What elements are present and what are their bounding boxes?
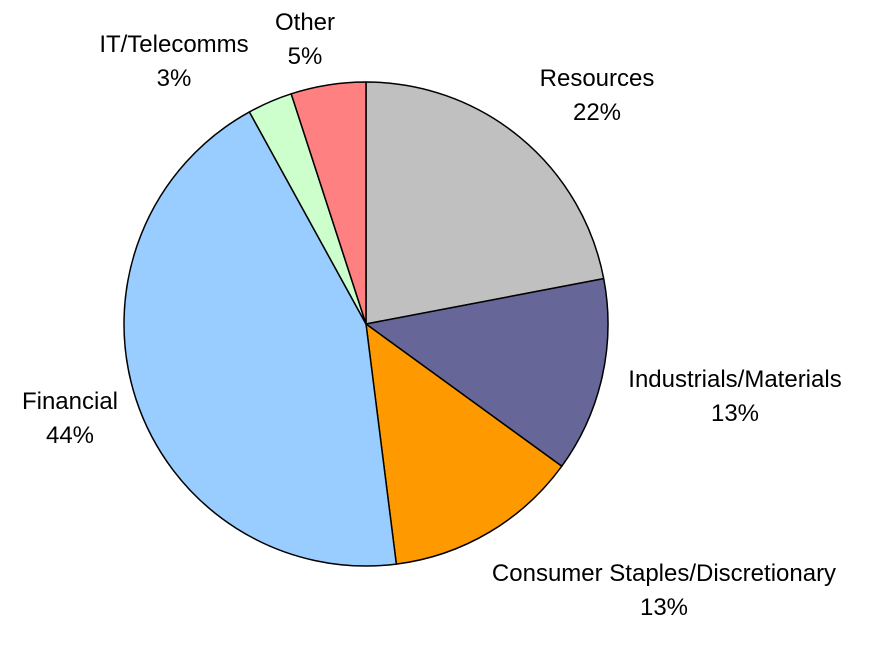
slice-name-consumer-staples-discretionary: Consumer Staples/Discretionary <box>492 560 836 587</box>
slice-percent-industrials-materials: 13% <box>711 400 759 427</box>
pie-slice-financial <box>123 111 398 567</box>
slice-name-other: Other <box>275 9 335 36</box>
slices-layer <box>123 81 609 567</box>
slice-name-resources: Resources <box>540 65 655 92</box>
slice-label-resources: Resources 22% <box>540 65 655 126</box>
pie-slice-consumer-staples-discretionary <box>365 323 563 565</box>
slice-percent-other: 5% <box>288 43 323 70</box>
slice-label-other: Other 5% <box>275 9 335 70</box>
slice-percent-consumer-staples-discretionary: 13% <box>640 594 688 621</box>
labels-layer: Resources 22%Industrials/Materials 13%Cons… <box>22 9 842 621</box>
slice-name-financial: Financial <box>22 388 118 415</box>
slice-percent-financial: 44% <box>46 422 94 449</box>
slice-name-industrials-materials: Industrials/Materials <box>628 366 841 393</box>
slice-name-it-telecomms: IT/Telecomms <box>99 31 248 58</box>
slice-percent-it-telecomms: 3% <box>157 65 192 92</box>
slice-label-industrials-materials: Industrials/Materials 13% <box>628 366 841 427</box>
slice-label-consumer-staples-discretionary: Consumer Staples/Discretionary 13% <box>492 560 836 621</box>
pie-slice-industrials-materials <box>365 277 609 467</box>
pie-slice-resources <box>365 81 605 325</box>
slice-percent-resources: 22% <box>573 99 621 126</box>
slice-label-financial: Financial 44% <box>22 388 118 449</box>
pie-slice-other <box>290 81 367 325</box>
slice-label-it-telecomms: IT/Telecomms 3% <box>99 31 248 92</box>
